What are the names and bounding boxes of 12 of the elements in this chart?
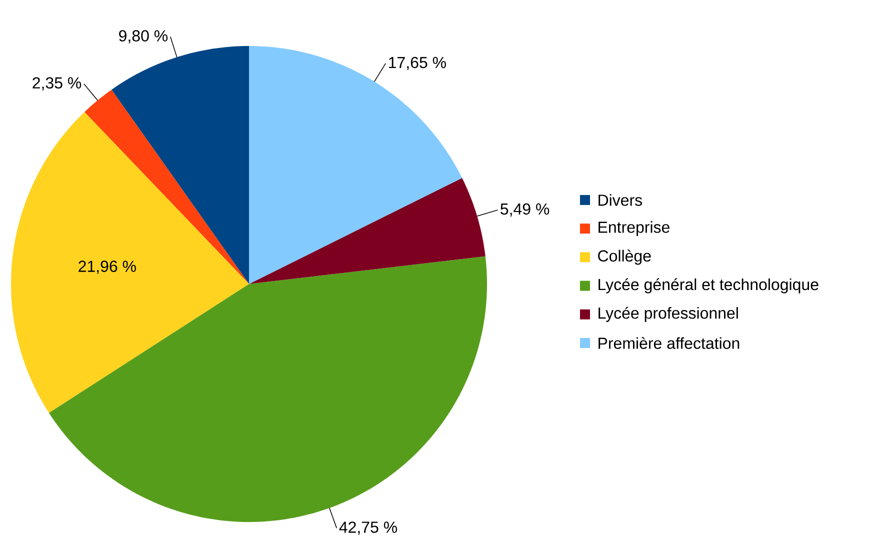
data-label: 2,35 % bbox=[32, 77, 82, 90]
legend-label: Collège bbox=[598, 250, 651, 265]
data-label: 9,80 % bbox=[119, 30, 168, 44]
legend-label: Entreprise bbox=[598, 221, 670, 236]
legend-label: Lycée général et technologique bbox=[598, 278, 818, 294]
data-label: 17,65 % bbox=[389, 56, 446, 70]
data-label: 42,75 % bbox=[339, 522, 398, 535]
legend-label: Lycée professionnel bbox=[598, 306, 738, 322]
legend-label: Première affectation bbox=[598, 337, 740, 349]
data-label: 21,96 % bbox=[78, 260, 136, 274]
data-label: 5,49 % bbox=[500, 203, 550, 217]
legend-label: Divers bbox=[598, 194, 642, 206]
